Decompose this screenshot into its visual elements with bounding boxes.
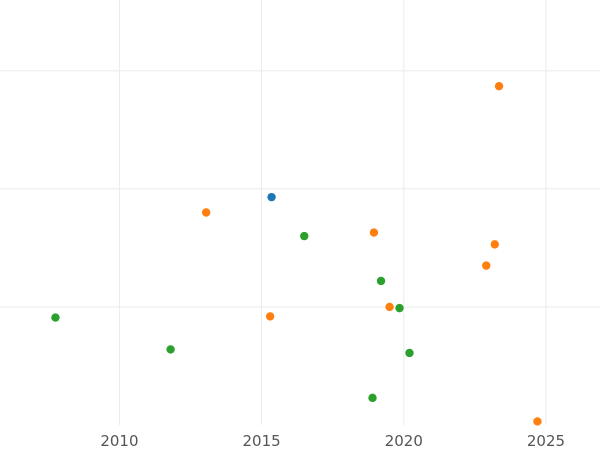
data-point-s2-8 xyxy=(533,417,542,426)
data-point-s3-6 xyxy=(395,303,404,313)
x-tick-label: 2010 xyxy=(100,432,138,450)
data-point-s3-4 xyxy=(368,393,377,403)
x-axis: 2010 2015 2020 2025 xyxy=(100,432,565,450)
x-tick-label: 2025 xyxy=(527,432,565,450)
data-point-s3-5 xyxy=(376,276,386,286)
data-point-s2-6 xyxy=(490,240,499,249)
x-tick-label: 2015 xyxy=(243,432,281,450)
data-points xyxy=(51,81,542,426)
data-point-s1-1 xyxy=(267,192,276,202)
data-point-s3-7 xyxy=(405,348,414,358)
data-point-s2-7 xyxy=(494,81,504,91)
data-point-s2-5 xyxy=(482,261,491,270)
data-point-s2-2 xyxy=(265,312,275,321)
data-point-s2-3 xyxy=(369,228,379,237)
grid xyxy=(0,0,600,425)
data-point-s3-1 xyxy=(51,313,60,322)
x-tick-label: 2020 xyxy=(385,432,423,450)
data-point-s3-3 xyxy=(300,231,309,241)
data-point-s2-4 xyxy=(385,302,394,312)
data-point-s2-1 xyxy=(201,208,211,217)
data-point-s3-2 xyxy=(166,345,175,354)
